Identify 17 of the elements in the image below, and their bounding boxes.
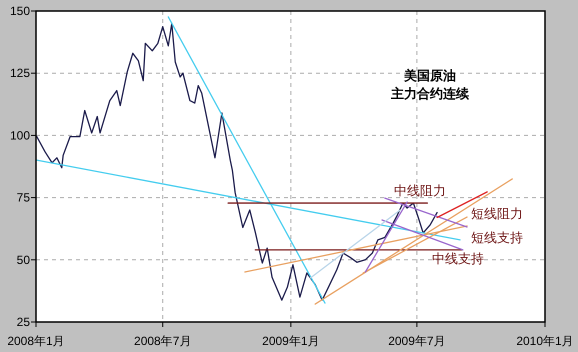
y-tick-label: 100 <box>10 128 30 142</box>
annotation: 短线阻力 <box>471 206 523 221</box>
y-tick-label: 75 <box>16 190 30 205</box>
x-tick-label: 2009年1月 <box>262 334 320 348</box>
y-tick-label: 125 <box>10 66 30 80</box>
y-tick-label: 50 <box>16 252 30 267</box>
annotation: 中线支持 <box>432 251 484 266</box>
y-tick-label: 150 <box>10 4 30 18</box>
text: 主力合约连续 <box>390 86 470 101</box>
x-tick-label: 2010年1月 <box>516 334 574 348</box>
x-tick-label: 2008年1月 <box>7 334 65 348</box>
annotation: 短线支持 <box>471 230 523 245</box>
x-tick-label: 2009年7月 <box>388 334 446 348</box>
y-tick-label: 25 <box>16 315 30 329</box>
text: 美国原油 <box>403 68 456 83</box>
annotation: 中线阻力 <box>394 183 446 198</box>
x-tick-label: 2008年7月 <box>134 334 192 348</box>
